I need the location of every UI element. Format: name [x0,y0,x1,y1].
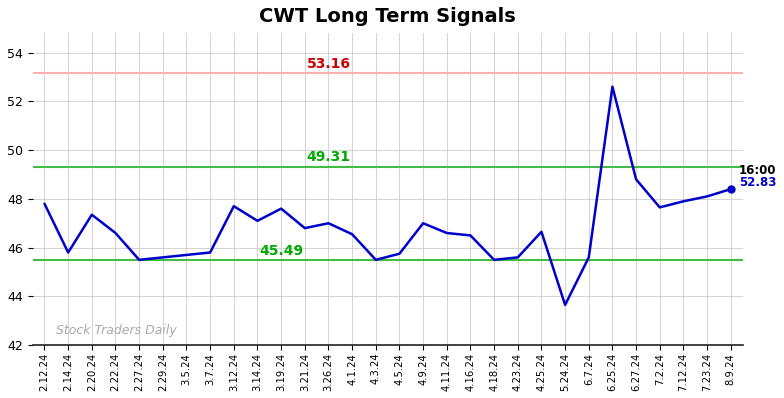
Text: 52.83: 52.83 [739,176,776,189]
Text: 16:00: 16:00 [739,164,776,177]
Text: 49.31: 49.31 [307,150,350,164]
Text: 45.49: 45.49 [259,244,303,258]
Title: CWT Long Term Signals: CWT Long Term Signals [260,7,516,26]
Text: 53.16: 53.16 [307,57,350,70]
Text: Stock Traders Daily: Stock Traders Daily [56,324,177,337]
